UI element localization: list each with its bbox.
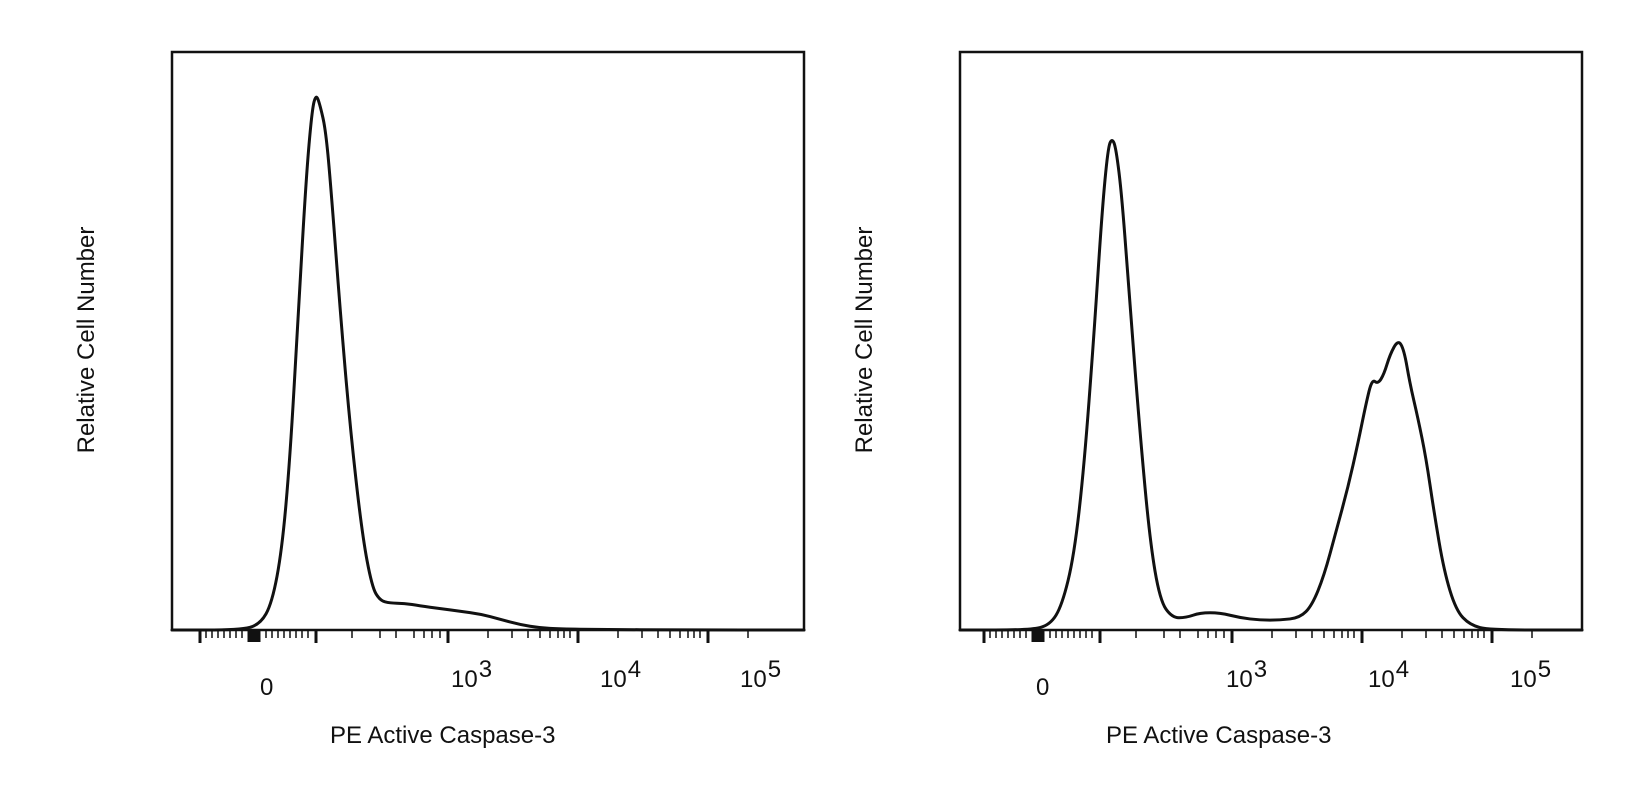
plot-frame [170,50,806,632]
plot-frame [958,50,1584,632]
histogram-curve [170,95,806,632]
x-axis-label: PE Active Caspase-3 [330,722,556,749]
x-axis-label: PE Active Caspase-3 [1106,722,1332,749]
left-histogram-panel: Relative Cell Number 0 103 104 105 PE Ac… [73,50,806,749]
histogram-curve [958,139,1584,632]
x-axis-ticks [982,631,1533,643]
x-axis-ticks [198,631,749,643]
x-tick-label-1e5: 105 [1510,656,1552,693]
x-tick-label-zero: 0 [1036,674,1050,701]
x-tick-label-1e3: 103 [1226,656,1268,693]
y-axis-label: Relative Cell Number [851,226,878,454]
x-tick-label-1e3: 103 [451,656,493,693]
x-tick-label-zero: 0 [260,674,274,701]
x-tick-label-1e4: 104 [600,656,642,693]
x-tick-label-1e5: 105 [740,656,782,693]
x-tick-label-1e4: 104 [1368,656,1410,693]
left-histogram-plot [170,50,806,643]
